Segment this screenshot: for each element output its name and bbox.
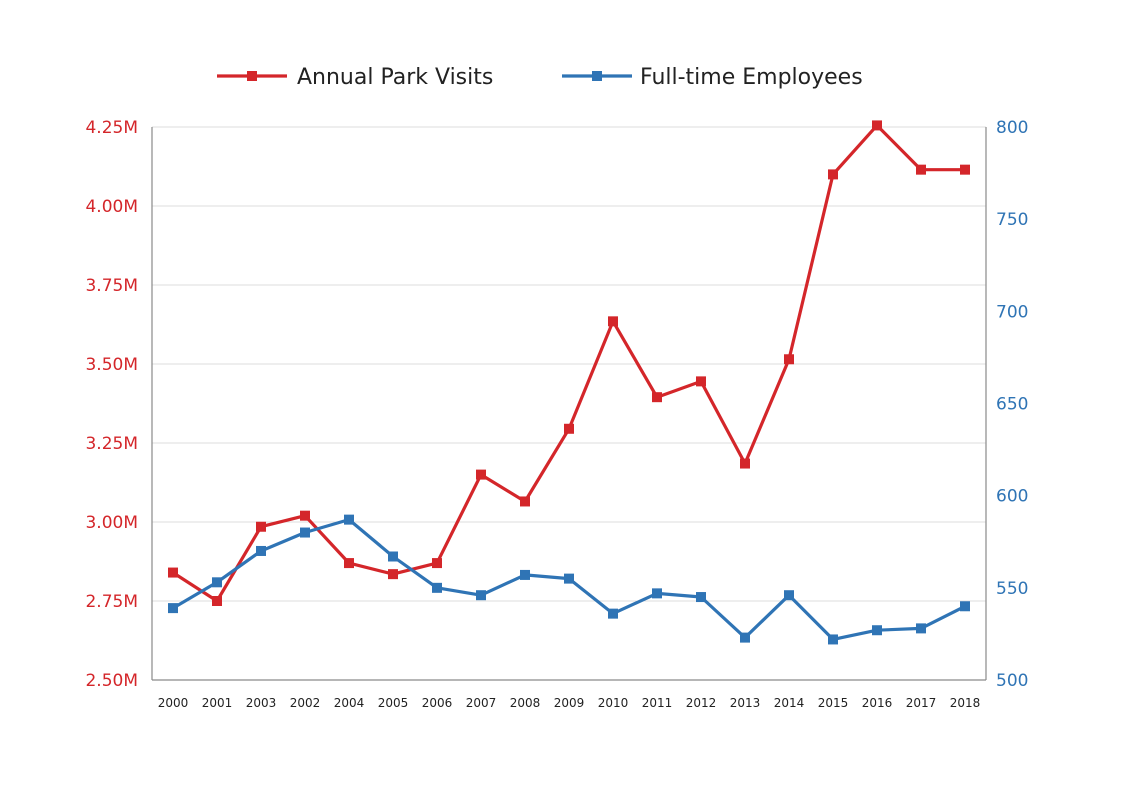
data-point bbox=[696, 592, 706, 603]
data-point bbox=[784, 590, 794, 601]
series bbox=[168, 120, 970, 645]
left-tick-label: 3.75M bbox=[85, 276, 138, 296]
data-point bbox=[696, 376, 706, 387]
data-point bbox=[652, 588, 662, 599]
left-tick-label: 2.75M bbox=[85, 592, 138, 612]
data-point bbox=[872, 625, 882, 636]
left-tick-label: 4.25M bbox=[85, 118, 138, 138]
data-point bbox=[828, 169, 838, 180]
data-point bbox=[520, 496, 530, 507]
right-tick-label: 550 bbox=[996, 579, 1028, 599]
x-tick-label: 2018 bbox=[950, 696, 981, 710]
x-tick-label: 2000 bbox=[158, 696, 189, 710]
x-tick-label: 2015 bbox=[818, 696, 849, 710]
data-point bbox=[256, 545, 266, 556]
x-tick-label: 2013 bbox=[730, 696, 761, 710]
data-point bbox=[168, 603, 178, 614]
data-point bbox=[212, 577, 222, 588]
data-point bbox=[212, 596, 222, 606]
axes: 2.50M 2.75M 3.00M 3.25M 3.50M 3.75M 4.00M 4.25M… bbox=[85, 118, 1028, 710]
data-point bbox=[740, 458, 750, 469]
data-point bbox=[432, 582, 442, 593]
series-line bbox=[171, 123, 967, 603]
data-point bbox=[916, 623, 926, 634]
right-tick-label: 650 bbox=[996, 395, 1028, 415]
x-tick-label: 2011 bbox=[642, 696, 673, 710]
legend-label: Full-time Employees bbox=[640, 65, 863, 90]
data-point bbox=[564, 423, 574, 434]
left-tick-label: 3.50M bbox=[85, 355, 138, 375]
data-point bbox=[784, 354, 794, 365]
x-tick-label: 2002 bbox=[290, 696, 321, 710]
right-tick-label: 800 bbox=[996, 118, 1028, 138]
gridlines bbox=[152, 126, 986, 681]
x-tick-label: 2017 bbox=[906, 696, 937, 710]
data-point bbox=[960, 601, 970, 612]
data-point bbox=[256, 521, 266, 532]
data-point bbox=[432, 558, 442, 569]
data-point bbox=[388, 551, 398, 562]
data-point bbox=[476, 590, 486, 601]
legend-swatch-marker bbox=[247, 71, 257, 81]
data-point bbox=[476, 469, 486, 480]
right-tick-label: 600 bbox=[996, 487, 1028, 507]
legend-label: Annual Park Visits bbox=[297, 65, 493, 90]
x-tick-label: 2001 bbox=[202, 696, 233, 710]
data-point bbox=[564, 573, 574, 584]
data-point bbox=[608, 608, 618, 619]
x-tick-label: 2016 bbox=[862, 696, 893, 710]
left-tick-label: 3.25M bbox=[85, 434, 138, 454]
left-tick-label: 4.00M bbox=[85, 197, 138, 217]
legend: Annual Park Visits Full-time Employees bbox=[217, 65, 863, 90]
data-point bbox=[344, 558, 354, 569]
data-point bbox=[740, 632, 750, 643]
data-point bbox=[608, 316, 618, 327]
legend-item: Annual Park Visits bbox=[217, 65, 493, 90]
data-point bbox=[520, 569, 530, 580]
right-tick-label: 700 bbox=[996, 302, 1028, 322]
data-point bbox=[916, 164, 926, 175]
x-tick-label: 2005 bbox=[378, 696, 409, 710]
data-point bbox=[828, 634, 838, 645]
x-tick-label: 2012 bbox=[686, 696, 717, 710]
right-tick-label: 500 bbox=[996, 671, 1028, 691]
x-tick-label: 2004 bbox=[334, 696, 365, 710]
x-tick-label: 2006 bbox=[422, 696, 453, 710]
data-point bbox=[168, 567, 178, 578]
legend-swatch-marker bbox=[592, 71, 602, 81]
x-tick-label: 2008 bbox=[510, 696, 541, 710]
data-point bbox=[388, 569, 398, 580]
series-annual-park-visits bbox=[168, 120, 970, 606]
data-point bbox=[960, 164, 970, 175]
data-point bbox=[300, 510, 310, 521]
series-full-time-employees bbox=[168, 514, 970, 645]
right-tick-label: 750 bbox=[996, 210, 1028, 230]
x-tick-label: 2007 bbox=[466, 696, 497, 710]
x-tick-label: 2014 bbox=[774, 696, 805, 710]
left-tick-label: 2.50M bbox=[85, 671, 138, 691]
data-point bbox=[344, 514, 354, 525]
data-point bbox=[300, 527, 310, 538]
data-point bbox=[652, 392, 662, 403]
left-tick-label: 3.00M bbox=[85, 513, 138, 533]
x-tick-label: 2009 bbox=[554, 696, 585, 710]
data-point bbox=[872, 120, 882, 131]
x-tick-label: 2003 bbox=[246, 696, 277, 710]
legend-item: Full-time Employees bbox=[562, 65, 863, 90]
x-tick-label: 2010 bbox=[598, 696, 629, 710]
